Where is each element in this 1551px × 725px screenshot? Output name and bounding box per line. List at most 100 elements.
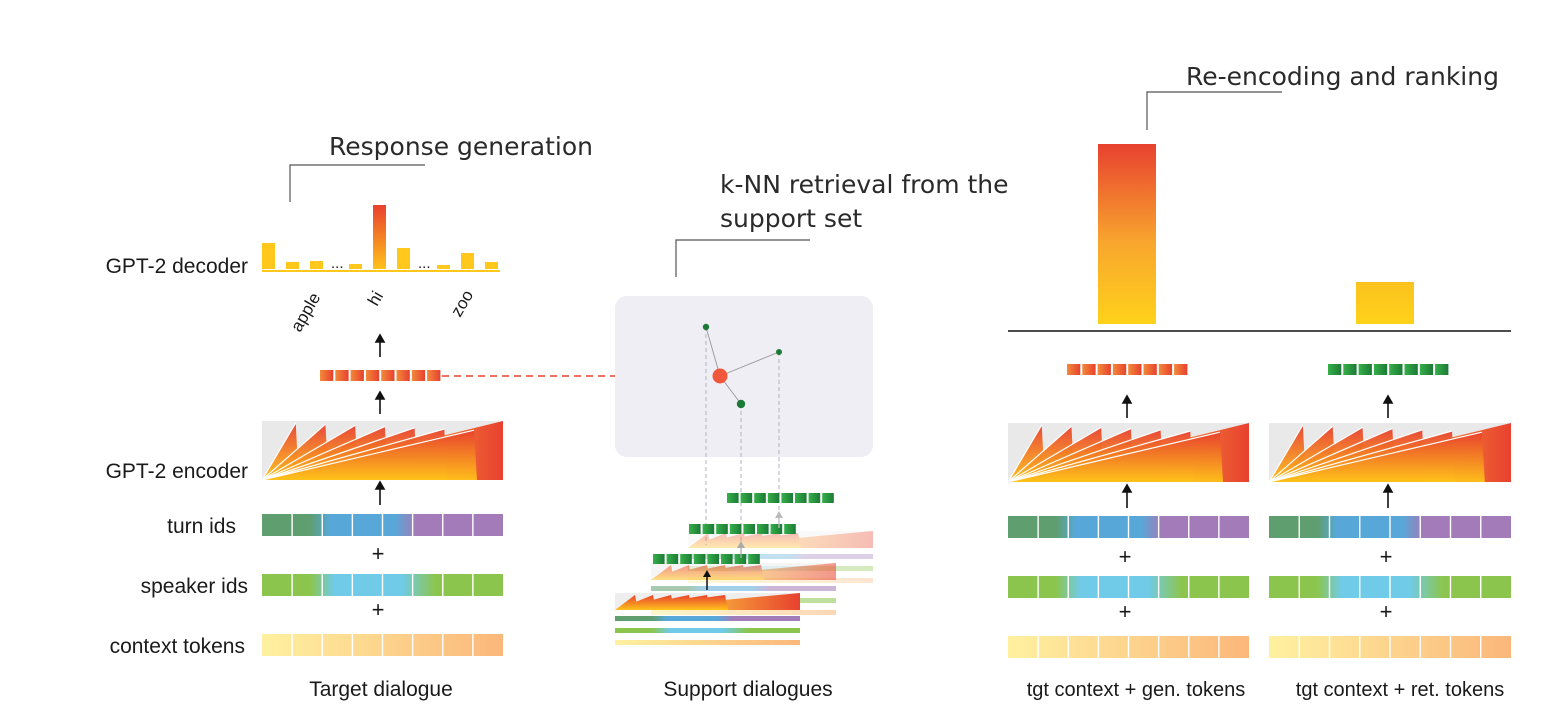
reencoding-leader [1146,91,1282,130]
vector-cell [1435,364,1449,375]
gpt2-encoder-generated [1007,423,1249,483]
gpt2-encoder-target [261,421,503,481]
vector-cell [693,554,706,564]
score-bar-retrieved [1356,282,1414,324]
vector-cell [743,524,755,534]
vector-cell [689,524,701,534]
vector-cell [1174,364,1188,375]
vector-cell [734,554,747,564]
vector-cell [754,493,766,503]
support-dialogue [615,593,800,645]
plus-sign: + [1380,599,1393,624]
dist-bar [461,253,474,269]
turn-ids-label: turn ids [167,515,236,538]
vocab-label-hi: hi [364,288,387,309]
vector-cell [784,524,796,534]
knn-leader [675,239,810,277]
vector-cell [781,493,793,503]
caption-target-dialogue: Target dialogue [309,678,453,701]
vector-cell [411,370,426,381]
vector-cell [1082,364,1096,375]
vector-cell [381,370,395,381]
vector-cell [1067,364,1081,375]
attention-line [261,426,386,481]
vector-cell [727,493,739,503]
vector-cell [1143,364,1157,375]
attention-line [1268,429,1423,483]
support-node [736,399,746,409]
support-embedding-space [615,296,873,457]
speaker-ids-strip-generated [1008,576,1249,598]
dist-bar [262,243,275,269]
context-tokens-strip-retrieved [1269,636,1511,658]
knn-title-line1: k-NN retrieval from the [720,170,1009,199]
speaker-ids-strip [262,574,503,596]
support-arrowhead [775,511,783,518]
attention-line [1268,426,1363,483]
attention-line [261,429,475,481]
hidden-state-vector-generated [1067,364,1188,375]
vector-cell [653,554,665,564]
hidden-state-vector-retrieved [1328,364,1449,375]
vector-cell [770,524,783,534]
attention-line [1268,431,1482,483]
left-arrows [374,333,386,505]
vector-cell [767,493,780,503]
vector-cell [1404,364,1418,375]
dist-bar [310,261,323,269]
vector-cell [757,524,769,534]
mini-speaker-strip [615,628,800,633]
vector-cell [396,370,410,381]
support-arrowhead [703,570,711,577]
speaker-ids-label: speaker ids [141,575,248,598]
support-dialogue-stacks [615,493,873,645]
vector-cell [1358,364,1372,375]
attention-line [1268,430,1453,483]
dist-bar [286,262,299,269]
score-bar-generated [1098,144,1156,324]
vector-cell [795,493,807,503]
vector-cell [721,554,733,564]
vector-cell [1158,364,1173,375]
dist-bar [485,262,498,269]
decoder-label: GPT-2 decoder [106,255,248,278]
mini-context-strip [688,578,873,583]
mini-turn-strip [688,554,873,559]
vector-cell [808,493,821,503]
attention-line [261,423,326,481]
plus-sign: + [372,597,385,622]
support-dialogue [651,563,836,615]
caption-gen-tokens: tgt context + gen. tokens [1027,679,1245,701]
attention-line [261,427,415,481]
turn-ids-strip [262,514,503,536]
right-arrows [1121,394,1394,508]
mini-turn-strip [651,586,836,591]
vector-cell [350,370,364,381]
turn-ids-strip-generated [1008,516,1249,538]
dist-ellipsis-2: ... [418,255,431,272]
vector-cell [716,524,728,534]
vector-cell [1328,364,1342,375]
attention-line [1007,431,1221,483]
attention-line [1007,428,1132,483]
mini-wedge [688,533,801,548]
support-node [776,349,782,355]
plus-sign: + [372,541,385,566]
caption-ret-tokens: tgt context + ret. tokens [1296,679,1504,701]
mini-turn-strip [615,616,800,621]
speaker-ids-strip-retrieved [1269,576,1511,598]
mini-wedge [615,595,728,610]
vector-cell [1419,364,1434,375]
vector-cell [729,524,742,534]
knn-title-line2: support set [720,204,862,233]
vector-cell [1112,364,1127,375]
vector-cell [320,370,334,381]
context-tokens-strip-generated [1008,636,1249,658]
attention-line [1268,428,1393,483]
dist-bar [437,265,450,269]
caption-support-dialogues: Support dialogues [663,678,832,701]
vector-cell [1389,364,1403,375]
attention-line [1007,425,1072,483]
